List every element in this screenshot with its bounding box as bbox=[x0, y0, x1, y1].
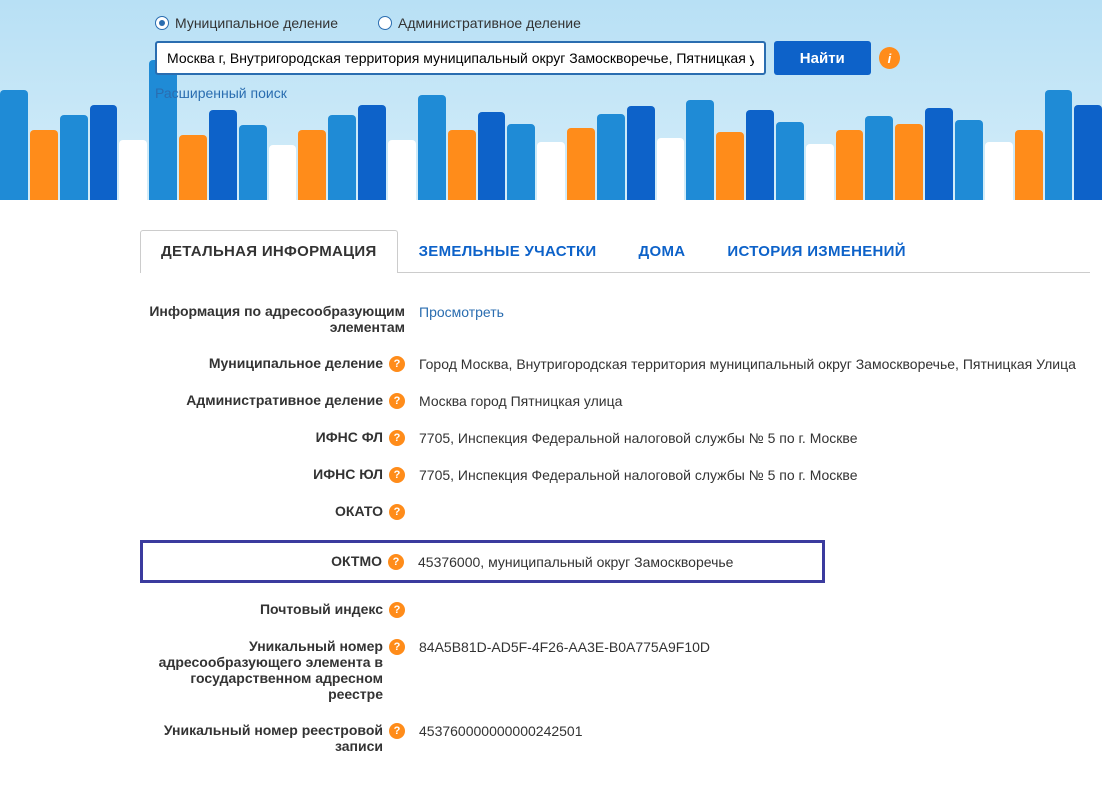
row-admin: Административное деление ? Москва город … bbox=[140, 392, 1090, 409]
header-banner: Муниципальное деление Административное д… bbox=[0, 0, 1102, 200]
value-unique-rec: 453760000000000242501 bbox=[419, 722, 1090, 739]
label-ifns-fl: ИФНС ФЛ bbox=[316, 429, 383, 445]
help-icon[interactable]: ? bbox=[389, 393, 405, 409]
search-block: Муниципальное деление Административное д… bbox=[0, 0, 900, 101]
value-municipal: Город Москва, Внутригородская территория… bbox=[419, 355, 1090, 372]
help-icon[interactable]: ? bbox=[389, 723, 405, 739]
address-search-input[interactable] bbox=[155, 41, 766, 75]
label-address-info: Информация по адресообразующим элементам bbox=[140, 303, 405, 335]
value-unique-addr: 84A5B81D-AD5F-4F26-AA3E-B0A775A9F10D bbox=[419, 638, 1090, 655]
radio-administrative-label: Административное деление bbox=[398, 15, 581, 31]
row-oktmo-highlighted: ОКТМО ? 45376000, муниципальный округ За… bbox=[140, 540, 825, 583]
value-postal bbox=[419, 601, 1090, 602]
radio-municipal[interactable]: Муниципальное деление bbox=[155, 15, 338, 31]
view-link[interactable]: Просмотреть bbox=[419, 304, 504, 320]
division-radios: Муниципальное деление Административное д… bbox=[155, 15, 900, 31]
radio-dot-icon bbox=[378, 16, 392, 30]
tab-detail-info[interactable]: ДЕТАЛЬНАЯ ИНФОРМАЦИЯ bbox=[140, 230, 398, 272]
help-icon[interactable]: ? bbox=[388, 554, 404, 570]
row-unique-addr: Уникальный номер адресообразующего элеме… bbox=[140, 638, 1090, 702]
row-municipal: Муниципальное деление ? Город Москва, Вн… bbox=[140, 355, 1090, 372]
help-icon[interactable]: ? bbox=[389, 639, 405, 655]
search-button[interactable]: Найти bbox=[774, 41, 871, 75]
row-address-info: Информация по адресообразующим элементам… bbox=[140, 303, 1090, 335]
help-icon[interactable]: ? bbox=[389, 504, 405, 520]
radio-administrative[interactable]: Административное деление bbox=[378, 15, 581, 31]
info-icon[interactable]: i bbox=[879, 47, 900, 69]
details-panel: Информация по адресообразующим элементам… bbox=[140, 273, 1090, 754]
value-ifns-fl: 7705, Инспекция Федеральной налоговой сл… bbox=[419, 429, 1090, 446]
label-okato: ОКАТО bbox=[335, 503, 383, 519]
value-okato bbox=[419, 503, 1090, 504]
tabs: ДЕТАЛЬНАЯ ИНФОРМАЦИЯ ЗЕМЕЛЬНЫЕ УЧАСТКИ Д… bbox=[140, 230, 1090, 273]
help-icon[interactable]: ? bbox=[389, 356, 405, 372]
label-municipal: Муниципальное деление bbox=[209, 355, 383, 371]
radio-dot-icon bbox=[155, 16, 169, 30]
value-ifns-ul: 7705, Инспекция Федеральной налоговой сл… bbox=[419, 466, 1090, 483]
row-postal: Почтовый индекс ? bbox=[140, 601, 1090, 618]
tab-history[interactable]: ИСТОРИЯ ИЗМЕНЕНИЙ bbox=[706, 230, 926, 272]
label-unique-addr: Уникальный номер адресообразующего элеме… bbox=[140, 638, 383, 702]
label-oktmo: ОКТМО bbox=[331, 553, 382, 569]
help-icon[interactable]: ? bbox=[389, 602, 405, 618]
radio-municipal-label: Муниципальное деление bbox=[175, 15, 338, 31]
value-admin: Москва город Пятницкая улица bbox=[419, 392, 1090, 409]
help-icon[interactable]: ? bbox=[389, 467, 405, 483]
row-okato: ОКАТО ? bbox=[140, 503, 1090, 520]
value-oktmo: 45376000, муниципальный округ Замоскворе… bbox=[418, 553, 814, 570]
label-ifns-ul: ИФНС ЮЛ bbox=[313, 466, 383, 482]
search-row: Найти i bbox=[155, 41, 900, 75]
row-ifns-ul: ИФНС ЮЛ ? 7705, Инспекция Федеральной на… bbox=[140, 466, 1090, 483]
row-ifns-fl: ИФНС ФЛ ? 7705, Инспекция Федеральной на… bbox=[140, 429, 1090, 446]
tab-houses[interactable]: ДОМА bbox=[617, 230, 706, 272]
advanced-search-link[interactable]: Расширенный поиск bbox=[155, 85, 287, 101]
content-area: ДЕТАЛЬНАЯ ИНФОРМАЦИЯ ЗЕМЕЛЬНЫЕ УЧАСТКИ Д… bbox=[0, 200, 1090, 804]
label-unique-rec: Уникальный номер реестровой записи bbox=[140, 722, 383, 754]
row-unique-rec: Уникальный номер реестровой записи ? 453… bbox=[140, 722, 1090, 754]
tab-land-plots[interactable]: ЗЕМЕЛЬНЫЕ УЧАСТКИ bbox=[398, 230, 618, 272]
help-icon[interactable]: ? bbox=[389, 430, 405, 446]
label-postal: Почтовый индекс bbox=[260, 601, 383, 617]
label-admin: Административное деление bbox=[186, 392, 383, 408]
